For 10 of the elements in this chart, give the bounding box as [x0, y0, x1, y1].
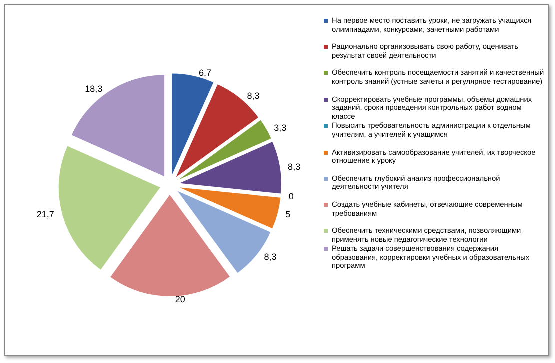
data-label: 20 — [175, 294, 186, 304]
data-label: 18,3 — [85, 84, 103, 94]
data-label: 8,3 — [288, 162, 301, 172]
text: 0 — [288, 192, 294, 202]
data-label: 3,3 — [274, 122, 287, 133]
data-label: 5 — [286, 209, 291, 220]
data-label: 8,3 — [264, 252, 277, 262]
data-label: 8,3 — [247, 91, 260, 102]
data-label: 21,7 — [36, 210, 54, 220]
data-label: 6,7 — [198, 68, 212, 78]
